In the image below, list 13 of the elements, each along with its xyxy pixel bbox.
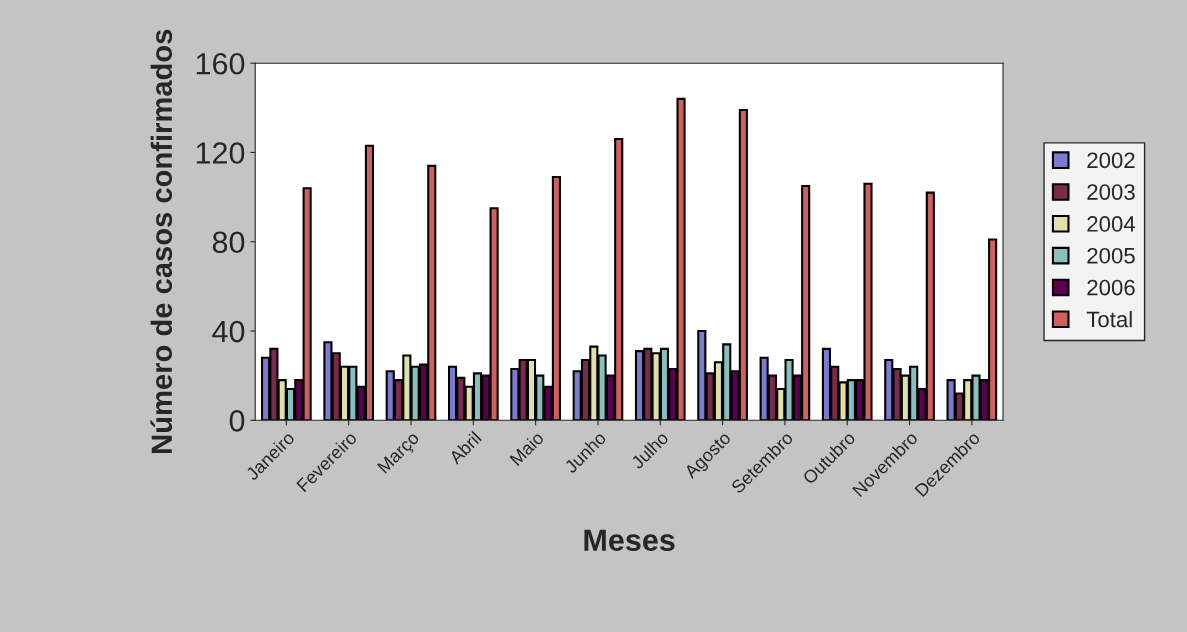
- x-axis-title: Meses: [584, 529, 675, 552]
- y-tick-label: 160: [196, 52, 245, 75]
- y-tick-label: 0: [229, 410, 245, 432]
- legend-label: 2003: [1087, 184, 1135, 200]
- legend-label: 2004: [1087, 216, 1136, 232]
- y-tick-label: 40: [212, 320, 245, 343]
- legend-label: 2002: [1087, 152, 1135, 169]
- y-tick-label: 80: [212, 231, 245, 254]
- y-tick-label: 120: [196, 142, 245, 164]
- y-axis-title: Número de casos confirmados: [150, 29, 173, 453]
- legend-label: 2005: [1087, 247, 1135, 264]
- legend-label: 2006: [1087, 279, 1135, 296]
- legend-label: Total: [1086, 310, 1132, 328]
